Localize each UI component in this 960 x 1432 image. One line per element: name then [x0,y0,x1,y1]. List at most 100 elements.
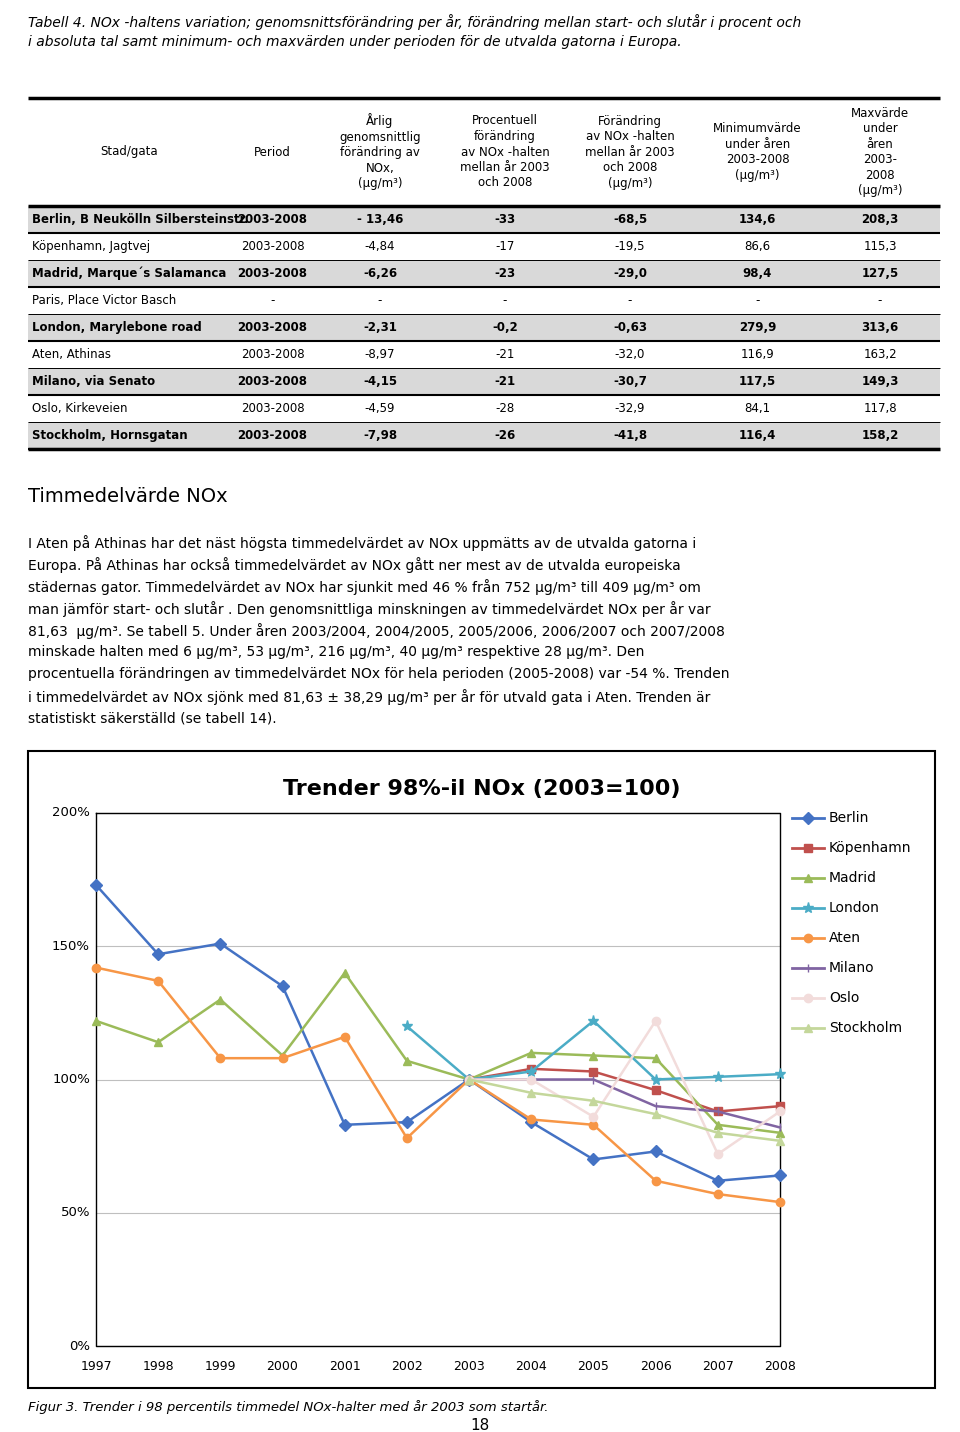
Text: -17: -17 [495,241,515,253]
Text: Köpenhamn: Köpenhamn [829,841,911,855]
Text: 163,2: 163,2 [863,348,897,361]
Text: -0,2: -0,2 [492,321,517,334]
Text: procentuella förändringen av timmedelvärdet NOx för hela perioden (2005-2008) va: procentuella förändringen av timmedelvär… [28,667,730,682]
Text: -2,31: -2,31 [363,321,396,334]
Text: Tabell 4. NOx -haltens variation; genomsnittsförändring per år, förändring mella: Tabell 4. NOx -haltens variation; genoms… [28,14,802,50]
Text: 158,2: 158,2 [861,430,899,442]
Text: Madrid, Marque´s Salamanca: Madrid, Marque´s Salamanca [32,266,227,281]
Text: -: - [378,294,382,306]
Text: Milano: Milano [829,961,875,975]
Text: 2003-2008: 2003-2008 [237,266,307,281]
Text: -: - [877,294,882,306]
Text: i timmedelvärdet av NOx sjönk med 81,63 ± 38,29 µg/m³ per år för utvald gata i A: i timmedelvärdet av NOx sjönk med 81,63 … [28,689,710,705]
Text: -29,0: -29,0 [613,266,647,281]
Text: -: - [628,294,633,306]
Text: -32,9: -32,9 [614,402,645,415]
Text: 2003-2008: 2003-2008 [241,402,304,415]
Bar [28,261,940,286]
Text: -32,0: -32,0 [614,348,645,361]
Text: -41,8: -41,8 [612,430,647,442]
Text: Period: Period [254,146,291,159]
Text: -30,7: -30,7 [613,375,647,388]
Text: -21: -21 [494,375,516,388]
Text: 86,6: 86,6 [744,241,771,253]
Text: 0%: 0% [69,1339,90,1352]
Text: 2003-2008: 2003-2008 [237,375,307,388]
Text: 98,4: 98,4 [743,266,772,281]
Text: 115,3: 115,3 [863,241,897,253]
Text: 100%: 100% [52,1073,90,1085]
Text: statistiskt säkerställd (se tabell 14).: statistiskt säkerställd (se tabell 14). [28,712,276,725]
Text: -0,63: -0,63 [613,321,647,334]
Text: -6,26: -6,26 [363,266,397,281]
Text: -23: -23 [494,266,516,281]
Text: 2008: 2008 [764,1360,796,1373]
Text: 1997: 1997 [81,1360,111,1373]
Text: 2006: 2006 [639,1360,671,1373]
Bar [28,314,940,341]
Text: 2003-2008: 2003-2008 [241,241,304,253]
Text: 279,9: 279,9 [739,321,777,334]
Text: 208,3: 208,3 [861,213,899,226]
Text: 150%: 150% [52,939,90,952]
Text: 134,6: 134,6 [739,213,777,226]
Text: Stockholm, Hornsgatan: Stockholm, Hornsgatan [32,430,187,442]
Text: 1999: 1999 [204,1360,236,1373]
Text: Berlin, B Neukölln Silbersteinstr.: Berlin, B Neukölln Silbersteinstr. [32,213,249,226]
Text: -8,97: -8,97 [365,348,396,361]
Text: -33: -33 [494,213,516,226]
Text: Aten, Athinas: Aten, Athinas [32,348,111,361]
Text: Milano, via Senato: Milano, via Senato [32,375,156,388]
Text: Figur 3. Trender i 98 percentils timmedel NOx-halter med år 2003 som startår.: Figur 3. Trender i 98 percentils timmede… [28,1400,548,1413]
Text: 2005: 2005 [578,1360,610,1373]
Text: 2003-2008: 2003-2008 [237,321,307,334]
Text: Europa. På Athinas har också timmedelvärdet av NOx gått ner mest av de utvalda e: Europa. På Athinas har också timmedelvär… [28,557,681,573]
Text: -: - [271,294,275,306]
Text: 2003-2008: 2003-2008 [241,348,304,361]
Text: -19,5: -19,5 [614,241,645,253]
Text: 2003-2008: 2003-2008 [237,430,307,442]
Text: 50%: 50% [60,1206,90,1219]
Text: 117,5: 117,5 [739,375,776,388]
Text: London, Marylebone road: London, Marylebone road [32,321,202,334]
Text: Köpenhamn, Jagtvej: Köpenhamn, Jagtvej [32,241,150,253]
Bar [28,750,935,1388]
Text: minskade halten med 6 µg/m³, 53 µg/m³, 216 µg/m³, 40 µg/m³ respektive 28 µg/m³. : minskade halten med 6 µg/m³, 53 µg/m³, 2… [28,644,644,659]
Text: 81,63  µg/m³. Se tabell 5. Under åren 2003/2004, 2004/2005, 2005/2006, 2006/2007: 81,63 µg/m³. Se tabell 5. Under åren 200… [28,623,725,639]
Text: 2004: 2004 [516,1360,547,1373]
Text: Förändring
av NOx -halten
mellan år 2003
och 2008
(µg/m³): Förändring av NOx -halten mellan år 2003… [586,115,675,189]
Text: - 13,46: - 13,46 [357,213,403,226]
Text: 18: 18 [470,1418,490,1432]
Text: Stad/gata: Stad/gata [100,146,157,159]
Text: -: - [503,294,507,306]
Text: -21: -21 [495,348,515,361]
Text: -: - [756,294,759,306]
Text: Oslo: Oslo [829,991,859,1005]
Text: Maxvärde
under
åren
2003-
2008
(µg/m³): Maxvärde under åren 2003- 2008 (µg/m³) [851,107,909,198]
Bar [28,368,940,395]
Text: -4,84: -4,84 [365,241,396,253]
Text: Årlig
genomsnittlig
förändring av
NOx,
(µg/m³): Årlig genomsnittlig förändring av NOx, (… [339,113,420,190]
Text: Madrid: Madrid [829,871,877,885]
Text: 2002: 2002 [391,1360,422,1373]
Text: 116,4: 116,4 [739,430,777,442]
Text: 313,6: 313,6 [861,321,899,334]
Text: 84,1: 84,1 [744,402,771,415]
Text: Paris, Place Victor Basch: Paris, Place Victor Basch [32,294,177,306]
Bar [28,206,940,233]
Text: 2003: 2003 [453,1360,485,1373]
Text: 2000: 2000 [267,1360,299,1373]
Text: 116,9: 116,9 [740,348,775,361]
Text: Berlin: Berlin [829,811,870,825]
Text: -7,98: -7,98 [363,430,397,442]
Text: 200%: 200% [52,806,90,819]
Text: -28: -28 [495,402,515,415]
Text: -26: -26 [494,430,516,442]
Text: 2007: 2007 [702,1360,733,1373]
Text: 1998: 1998 [142,1360,174,1373]
Text: Procentuell
förändring
av NOx -halten
mellan år 2003
och 2008: Procentuell förändring av NOx -halten me… [460,115,550,189]
Text: London: London [829,901,880,915]
Text: 149,3: 149,3 [861,375,899,388]
Text: Minimumvärde
under åren
2003-2008
(µg/m³): Minimumvärde under åren 2003-2008 (µg/m³… [713,122,802,182]
Text: städernas gator. Timmedelvärdet av NOx har sjunkit med 46 % från 752 µg/m³ till : städernas gator. Timmedelvärdet av NOx h… [28,579,701,594]
